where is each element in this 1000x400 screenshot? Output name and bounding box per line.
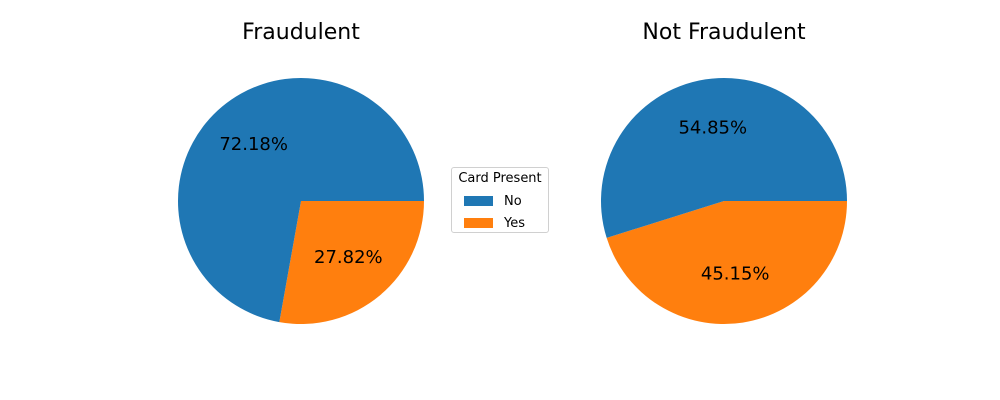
pie-chart-not-fraudulent: Not Fraudulent 54.85% 45.15% [600,20,847,324]
pie-slice-yes [606,201,847,324]
legend-entry-no: No [464,193,522,209]
pie-slice-yes [279,201,424,325]
legend-title: Card Present [458,171,542,186]
legend: Card Present No Yes [451,167,549,233]
legend-swatch-yes [464,218,493,228]
chart-title-not-fraudulent: Not Fraudulent [642,20,806,45]
legend-label-no: No [504,193,522,209]
pie-slice-no [600,77,847,238]
chart-title-fraudulent: Fraudulent [242,20,360,45]
legend-entry-yes: Yes [464,215,525,231]
slice-percent-label-no: 54.85% [678,118,747,139]
slice-percent-label-no: 72.18% [219,134,288,155]
slice-percent-label-yes: 27.82% [314,247,383,268]
pie-chart-fraudulent: Fraudulent 72.18% 27.82% [177,20,424,325]
legend-swatch-no [464,196,493,206]
slice-percent-label-yes: 45.15% [701,263,770,284]
legend-label-yes: Yes [504,215,525,231]
pie-slice-no [177,77,424,323]
